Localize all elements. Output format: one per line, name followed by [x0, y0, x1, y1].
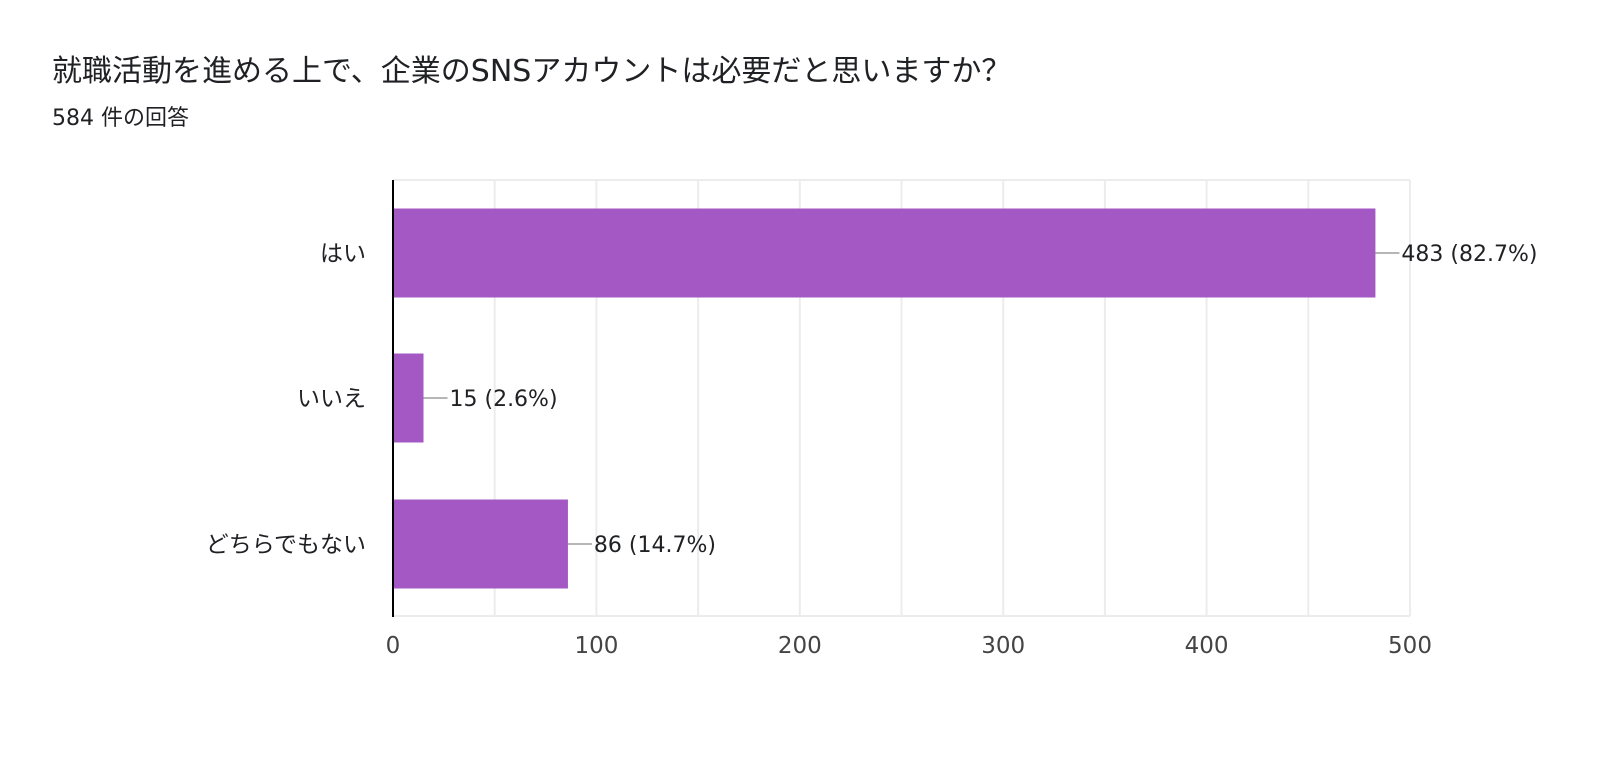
category-label: どちらでもない — [206, 532, 366, 558]
category-label: はい — [320, 241, 366, 267]
category-label: いいえ — [297, 386, 366, 412]
x-tick-label: 400 — [1185, 633, 1229, 659]
x-tick-label: 0 — [386, 633, 401, 659]
bar — [393, 499, 568, 589]
x-tick-label: 100 — [574, 633, 618, 659]
x-tick-label: 300 — [981, 633, 1025, 659]
bar — [393, 353, 424, 443]
x-tick-label: 200 — [778, 633, 822, 659]
data-label: 483 (82.7%) — [1401, 242, 1537, 267]
x-axis-ticks: 0 100 200 300 400 500 — [386, 633, 1432, 659]
data-label: 15 (2.6%) — [450, 387, 558, 412]
bar — [393, 208, 1376, 298]
chart-title: 就職活動を進める上で、企業のSNSアカウントは必要だと思いますか？ — [52, 54, 1012, 89]
data-labels: 483 (82.7%) 15 (2.6%) 86 (14.7%) — [423, 242, 1537, 558]
response-count: 584 件の回答 — [52, 106, 189, 131]
bars — [393, 208, 1376, 589]
data-label: 86 (14.7%) — [594, 533, 716, 558]
x-tick-label: 500 — [1388, 633, 1432, 659]
